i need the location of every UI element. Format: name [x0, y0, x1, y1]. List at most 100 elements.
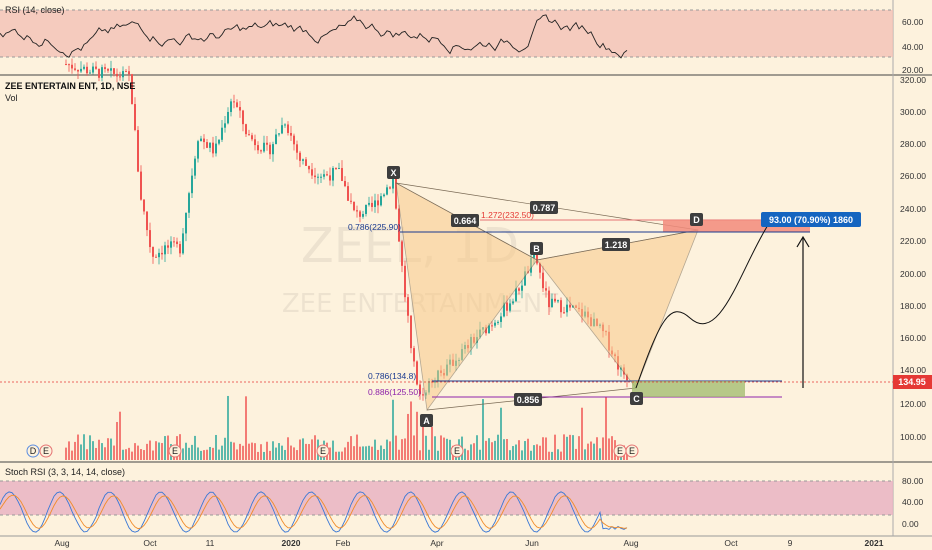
earnings-marker[interactable] [39, 444, 53, 458]
candle-body [245, 124, 247, 135]
volume-bar [605, 397, 607, 460]
candle-body [233, 101, 235, 103]
candle-body [566, 304, 568, 313]
candle-body [557, 300, 559, 302]
last-price-tag [893, 375, 932, 389]
volume-bar [110, 438, 112, 460]
candle-body [335, 167, 337, 169]
candle-body [140, 171, 142, 200]
volume-bar [164, 436, 166, 460]
candle-body [494, 322, 496, 326]
earnings-marker[interactable] [450, 444, 464, 458]
candle-body [536, 252, 538, 264]
candle-body [65, 64, 67, 66]
volume-bar [377, 449, 379, 460]
point-d-marker [690, 213, 703, 226]
volume-bar [248, 443, 250, 460]
candle-body [188, 193, 190, 213]
last-price-text: 134.95 [898, 377, 926, 387]
candle-body [545, 288, 547, 291]
target-tag [761, 212, 861, 227]
candle-body [68, 64, 70, 66]
earnings-marker[interactable] [168, 444, 182, 458]
point-x-label: X [390, 168, 396, 178]
time-tick: Jun [525, 538, 539, 548]
volume-bar [239, 443, 241, 460]
volume-bar [143, 450, 145, 460]
candle-body [524, 271, 526, 286]
volume-bar [290, 445, 292, 460]
candle-body [563, 312, 565, 314]
point-c-marker [630, 392, 643, 405]
volume-bar [443, 437, 445, 460]
ratio-text-ac: 0.856 [517, 395, 540, 405]
volume-bar [233, 442, 235, 460]
candle-body [170, 241, 172, 248]
candle-body [341, 168, 343, 181]
volume-bar [92, 441, 94, 460]
volume-bar [437, 450, 439, 460]
volume-bar [191, 444, 193, 460]
candle-body [338, 168, 340, 170]
candle-body [134, 104, 136, 131]
time-tick: Feb [336, 538, 351, 548]
volume-title: Vol [5, 93, 18, 103]
candle-body [422, 394, 424, 396]
ratio-tag-xd [530, 201, 558, 214]
volume-bar [242, 445, 244, 460]
candle-body [119, 76, 121, 78]
volume-bar [350, 436, 352, 460]
volume-bar [563, 434, 565, 460]
ratio-tag-xb [451, 214, 479, 227]
projection-path [635, 224, 769, 389]
volume-bar [227, 395, 229, 460]
earnings-marker-text: E [454, 446, 460, 456]
candle-body [512, 301, 514, 304]
volume-bar [137, 445, 139, 460]
price-axis: 320.00 300.00 280.00 260.00 240.00 220.0… [900, 75, 926, 442]
dividend-marker[interactable] [26, 444, 40, 458]
volume-bar [548, 451, 550, 460]
candle-body [419, 384, 421, 395]
fib-label-1272: 1.272(232.50) [481, 210, 534, 220]
candle-body [326, 174, 328, 176]
candle-body [263, 142, 265, 152]
candle-body [413, 348, 415, 362]
volume-bar [302, 438, 304, 460]
volume-bar [572, 435, 574, 460]
volume-bar [374, 439, 376, 460]
candle-body [77, 69, 79, 72]
time-axis: Aug Oct 11 2020 Feb Apr Jun Aug Oct 9 20… [54, 538, 883, 548]
candle-body [317, 176, 319, 178]
earnings-marker[interactable] [625, 444, 639, 458]
volume-bar [122, 449, 124, 460]
volume-bar [440, 435, 442, 460]
candle-body [266, 142, 268, 145]
candle-body [95, 66, 97, 69]
volume-bar [158, 442, 160, 460]
volume-bar [314, 435, 316, 460]
volume-bar [386, 439, 388, 460]
volume-bar [269, 450, 271, 460]
candle-body [110, 68, 112, 71]
earnings-marker[interactable] [316, 444, 330, 458]
candle-body [386, 187, 388, 195]
volume-bar [131, 451, 133, 460]
candle-body [299, 152, 301, 161]
price-tick-280: 280.00 [900, 139, 926, 149]
time-tick: 2021 [865, 538, 884, 548]
candle-body [305, 159, 307, 166]
entry-zone-box [632, 381, 745, 397]
volume-bar [101, 443, 103, 460]
candle-body [218, 139, 220, 144]
candle-body [404, 265, 406, 298]
volume-bar [113, 445, 115, 460]
volume-bar [257, 451, 259, 460]
stoch-band [0, 481, 893, 515]
volume-bar [80, 444, 82, 460]
candle-body [407, 297, 409, 316]
volume-bar [485, 440, 487, 460]
target-arrow-head [796, 235, 810, 248]
candle-body [203, 138, 205, 143]
candle-body [155, 256, 157, 258]
